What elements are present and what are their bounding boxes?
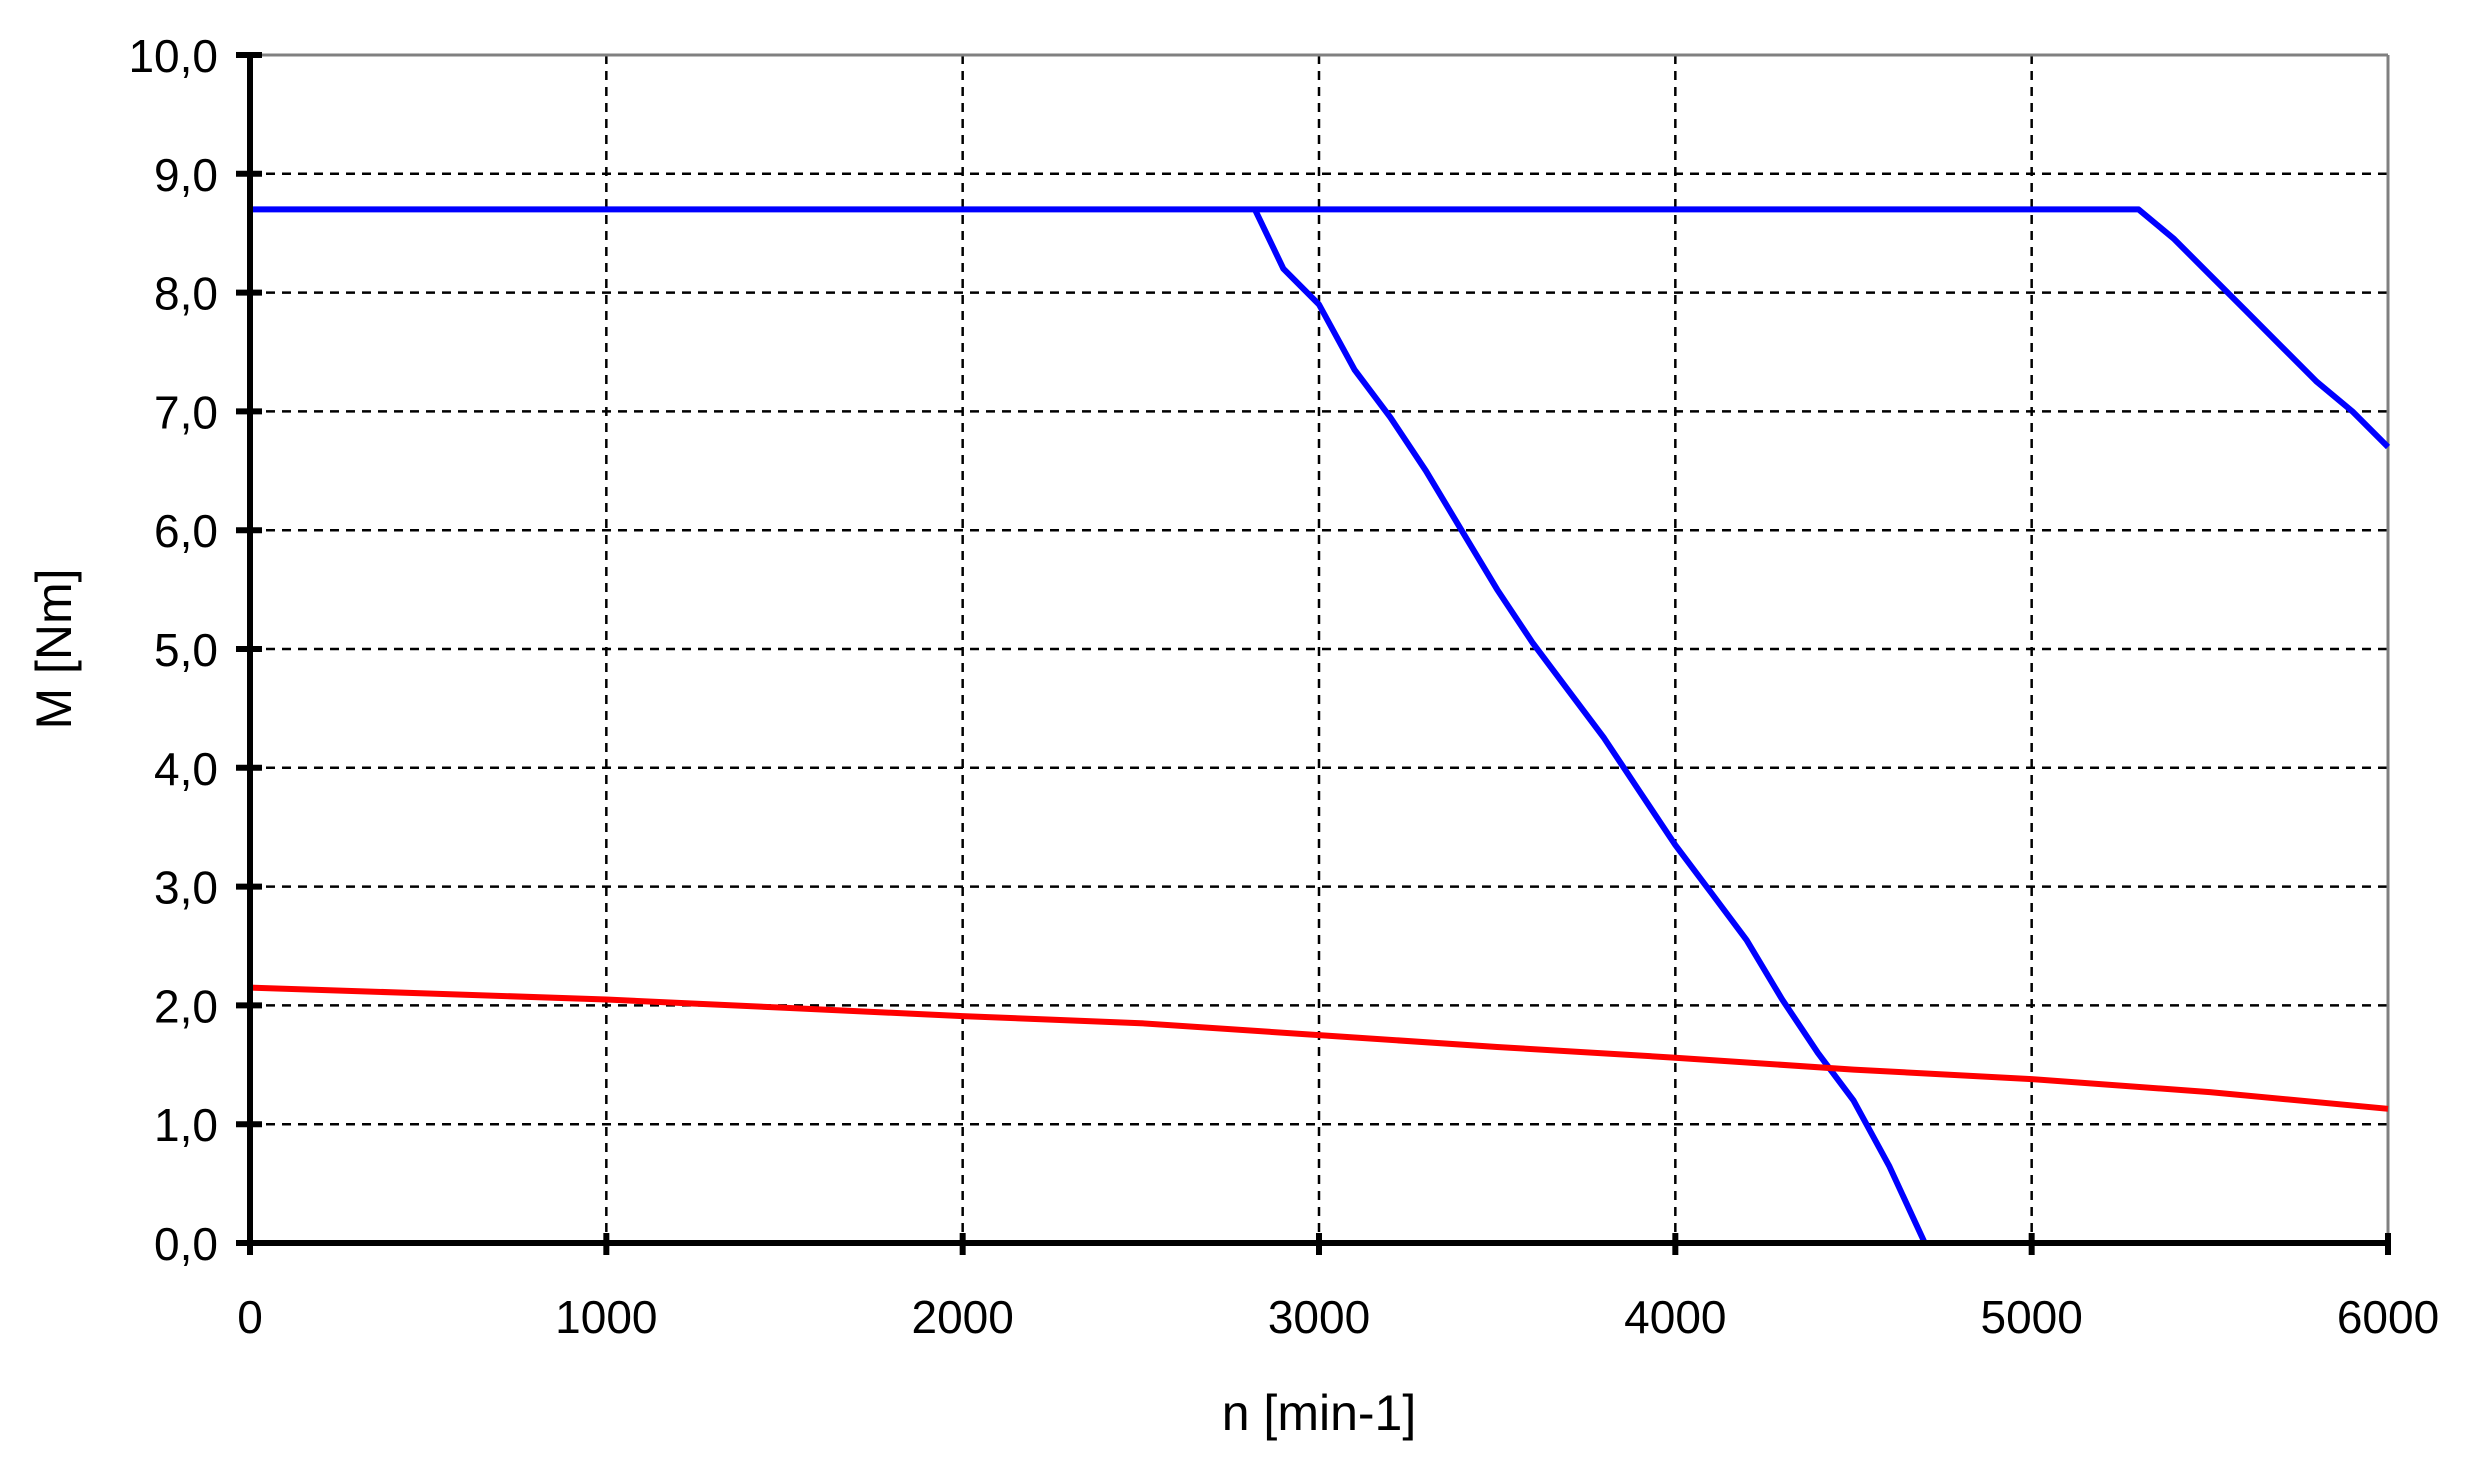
y-tick-label: 9,0 — [154, 149, 218, 201]
x-tick-label: 0 — [237, 1291, 263, 1343]
tick-labels-layer: 0 1000 2000 3000 4000 5000 6000 0,0 1,0 2,0 3,0 4,0… — [128, 30, 2439, 1343]
y-tick-label: 0,0 — [154, 1218, 218, 1270]
x-tick-label: 5000 — [1980, 1291, 2082, 1343]
grid-layer — [250, 55, 2388, 1243]
x-tick-label: 3000 — [1268, 1291, 1370, 1343]
series-layer — [249, 206, 2391, 1245]
y-tick-label: 10,0 — [128, 30, 218, 82]
y-axis-title: M [Nm] — [26, 568, 82, 729]
y-tick-label: 5,0 — [154, 624, 218, 676]
x-tick-label: 6000 — [2337, 1291, 2439, 1343]
x-tick-label: 4000 — [1624, 1291, 1726, 1343]
x-tick-label: 2000 — [911, 1291, 1013, 1343]
y-tick-label: 8,0 — [154, 268, 218, 320]
series-line-2 — [1252, 208, 1928, 1245]
axes-layer — [236, 52, 2391, 1255]
y-tick-label: 7,0 — [154, 386, 218, 438]
series-line-3 — [249, 984, 2389, 1112]
y-tick-label: 3,0 — [154, 862, 218, 914]
y-tick-label: 6,0 — [154, 505, 218, 557]
series-line-1 — [250, 206, 2391, 450]
x-tick-label: 1000 — [555, 1291, 657, 1343]
x-axis-title: n [min-1] — [1222, 1385, 1417, 1441]
plot-frame — [250, 53, 2390, 1243]
y-tick-label: 2,0 — [154, 980, 218, 1032]
y-tick-label: 4,0 — [154, 743, 218, 795]
y-tick-label: 1,0 — [154, 1099, 218, 1151]
